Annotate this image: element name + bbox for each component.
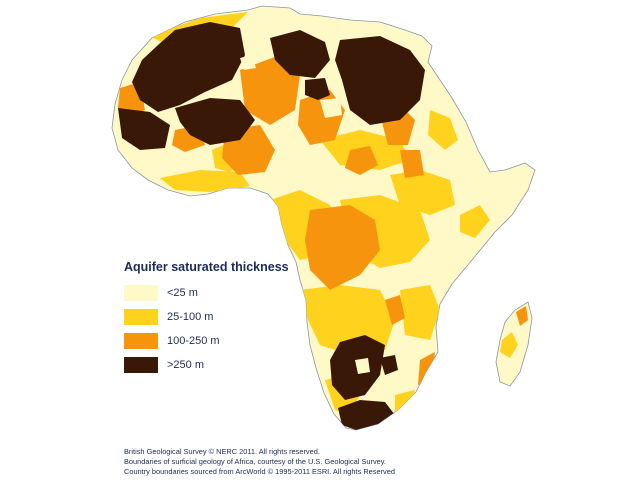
- legend-label-25-100: 25-100 m: [167, 311, 214, 323]
- madagascar-zone-25-100m: [500, 332, 518, 358]
- legend-swatch-lt25: [124, 285, 158, 301]
- light-patches: [240, 36, 370, 374]
- map-legend: Aquifer saturated thickness <25 m 25-100…: [124, 260, 314, 381]
- legend-label-100-250: 100-250 m: [167, 335, 220, 347]
- legend-item-lt25: <25 m: [124, 285, 314, 301]
- credit-esri: Country boundaries sourced from ArcWorld…: [124, 467, 395, 476]
- legend-item-gt250: >250 m: [124, 357, 314, 373]
- legend-title: Aquifer saturated thickness: [124, 260, 289, 274]
- legend-swatch-gt250: [124, 357, 158, 373]
- legend-swatch-100-250: [124, 333, 158, 349]
- legend-item-25-100: 25-100 m: [124, 309, 314, 325]
- map-credits: British Geological Survey © NERC 2011. A…: [124, 447, 604, 477]
- legend-label-lt25: <25 m: [167, 287, 198, 299]
- madagascar-zone-100-250m: [516, 306, 528, 326]
- legend-label-gt250: >250 m: [167, 359, 204, 371]
- zone-over-250m: [118, 22, 425, 430]
- credit-usgs: Boundaries of surficial geology of Afric…: [124, 457, 386, 466]
- legend-swatch-25-100: [124, 309, 158, 325]
- credit-bgs: British Geological Survey © NERC 2011. A…: [124, 447, 320, 456]
- legend-item-100-250: 100-250 m: [124, 333, 314, 349]
